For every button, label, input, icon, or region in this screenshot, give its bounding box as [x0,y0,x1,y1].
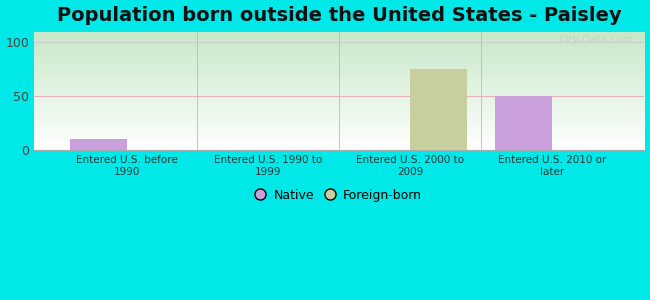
Text: City-Data.com: City-Data.com [558,35,632,45]
Legend: Native, Foreign-born: Native, Foreign-born [251,183,428,208]
Title: Population born outside the United States - Paisley: Population born outside the United State… [57,6,621,25]
Bar [70,139,127,150]
Bar [495,96,552,150]
Bar [410,69,467,150]
